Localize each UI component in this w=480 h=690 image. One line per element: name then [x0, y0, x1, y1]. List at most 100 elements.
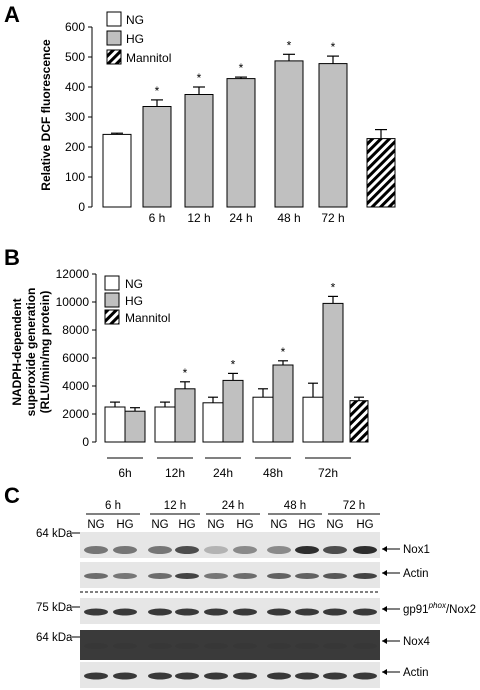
blot-arrow-head: [382, 669, 387, 675]
blot-lane-label: NG: [326, 519, 343, 531]
blot-band: [267, 672, 291, 680]
panel-a-legend-swatch: [106, 49, 122, 65]
blot-band: [175, 546, 199, 554]
blot-timepoint-label: 24 h: [222, 500, 244, 512]
blot-band: [323, 546, 347, 554]
blot-protein-label: Actin: [403, 568, 429, 580]
blot-band: [113, 573, 137, 579]
panel-b-significance-star: *: [183, 366, 188, 380]
panel-a-significance-star: *: [155, 84, 160, 98]
blot-band: [267, 573, 291, 579]
blot-mw-marker-label: 75 kDa: [36, 602, 73, 614]
panel-c-letter: C: [4, 483, 20, 508]
panel-a-legend-swatch: [106, 30, 122, 46]
panel-a-letter: A: [4, 2, 20, 27]
panel-a-y-tick-label: 0: [78, 200, 85, 214]
panel-b-legend-swatch: [104, 275, 120, 291]
blot-band: [204, 546, 228, 554]
blot-band: [175, 672, 199, 680]
blot-band: [233, 573, 257, 579]
blot-band: [323, 672, 347, 680]
blot-arrow-head: [382, 638, 387, 644]
blot-band: [267, 643, 291, 649]
blot-timepoint-label: 6 h: [105, 500, 121, 512]
panel-b-y-tick-label: 10000: [56, 295, 90, 309]
panel-a-bar: [142, 106, 172, 208]
panel-b-chart: B NADPH-dependent superoxide generation …: [4, 245, 369, 480]
blot-band: [175, 608, 199, 616]
panel-a-x-tick-label: 12 h: [187, 211, 210, 225]
blot-band: [353, 573, 377, 579]
blot-band: [295, 643, 319, 649]
blot-band: [175, 573, 199, 579]
blot-protein-label: Nox4: [403, 636, 430, 648]
blot-band: [148, 608, 172, 616]
panel-a-y-tick-label: 300: [65, 110, 85, 124]
panel-b-y-axis-title-line-2: superoxide generation: [24, 288, 38, 417]
panel-b-y-axis-title-line-3: (RLU/min/mg protein): [38, 291, 52, 414]
panel-b-significance-star: *: [231, 357, 236, 371]
blot-protein-label-superscript: phox: [428, 601, 447, 610]
panel-b-y-tick-label: 8000: [62, 323, 89, 337]
blot-strips: [80, 532, 380, 688]
blot-lane-label: NG: [87, 519, 104, 531]
panel-a-x-tick-label: 48 h: [277, 211, 300, 225]
panel-b-y-tick-label: 2000: [62, 407, 89, 421]
blot-band: [84, 672, 108, 680]
blot-band: [295, 608, 319, 616]
panel-a-y-tick-label: 100: [65, 170, 85, 184]
blot-band: [295, 672, 319, 680]
panel-b-y-axis-title-line-1: NADPH-dependent: [10, 298, 24, 405]
panel-b-legend: NG HG Mannitol: [104, 275, 170, 325]
blot-lane-label: HG: [298, 519, 315, 531]
blot-arrow-head: [382, 570, 387, 576]
blot-strip-nox1: [80, 532, 380, 558]
blot-mw-marker-label: 64 kDa: [36, 632, 73, 644]
blot-lane-label: NG: [207, 519, 224, 531]
blot-band: [267, 608, 291, 616]
blot-lane-label: HG: [116, 519, 133, 531]
panel-b-mannitol-bar: [349, 400, 369, 443]
panel-b-bar: [272, 364, 294, 443]
panel-b-y-tick-label: 6000: [62, 351, 89, 365]
panel-a-axes: 0 100 200 300 400 500 600 6 h 12 h 24 h 48 h 72 h: [65, 20, 345, 225]
panel-b-bar: [322, 302, 344, 443]
panel-a-legend-label: Mannitol: [126, 51, 171, 65]
panel-a-bar: [318, 63, 348, 208]
panel-b-bar: [302, 396, 324, 443]
blot-timepoint-label: 12 h: [164, 500, 186, 512]
blot-band: [84, 643, 108, 649]
panel-b-bars: * * * *: [104, 280, 369, 443]
panel-a-x-tick-label: 24 h: [229, 211, 252, 225]
panel-a-legend-label: NG: [126, 13, 144, 27]
panel-a-legend: NG HG Mannitol: [106, 11, 171, 65]
blot-protein-label: gp91phox/Nox2: [403, 601, 476, 616]
panel-b-legend-label: Mannitol: [125, 311, 170, 325]
panel-b-significance-star: *: [281, 345, 286, 359]
panel-a-bars: * * * * *: [102, 38, 396, 208]
blot-band: [204, 643, 228, 649]
panel-b-letter: B: [4, 245, 20, 270]
panel-a-y-tick-label: 500: [65, 50, 85, 64]
blot-lane-label: NG: [151, 519, 168, 531]
panel-b-axes: 0 2000 4000 6000 8000 10000 12000 6h 12h 24h 48h 72…: [56, 267, 351, 480]
blot-band: [267, 546, 291, 554]
blot-band: [353, 672, 377, 680]
panel-b-y-tick-label: 0: [82, 435, 89, 449]
blot-strip-nox4: [80, 630, 380, 660]
panel-b-y-tick-label: 12000: [56, 267, 90, 281]
panel-a-significance-star: *: [197, 71, 202, 85]
panel-a-y-tick-label: 600: [65, 20, 85, 34]
blot-band: [295, 546, 319, 554]
panel-b-y-tick-label: 4000: [62, 379, 89, 393]
panel-b-bar: [202, 402, 224, 443]
panel-a-x-tick-label: 72 h: [321, 211, 344, 225]
panel-a-significance-star: *: [287, 38, 292, 52]
blot-lane-label: NG: [270, 519, 287, 531]
blot-protein-label: Actin: [403, 667, 429, 679]
panel-b-bar: [222, 379, 244, 443]
panel-a-bar: [366, 138, 396, 208]
blot-band: [113, 546, 137, 554]
blot-protein-label-base: gp91: [403, 604, 429, 616]
blot-labels: Nox1 64 kDa Actin gp91phox/Nox2 75 kDa Nox4 64…: [36, 528, 476, 679]
